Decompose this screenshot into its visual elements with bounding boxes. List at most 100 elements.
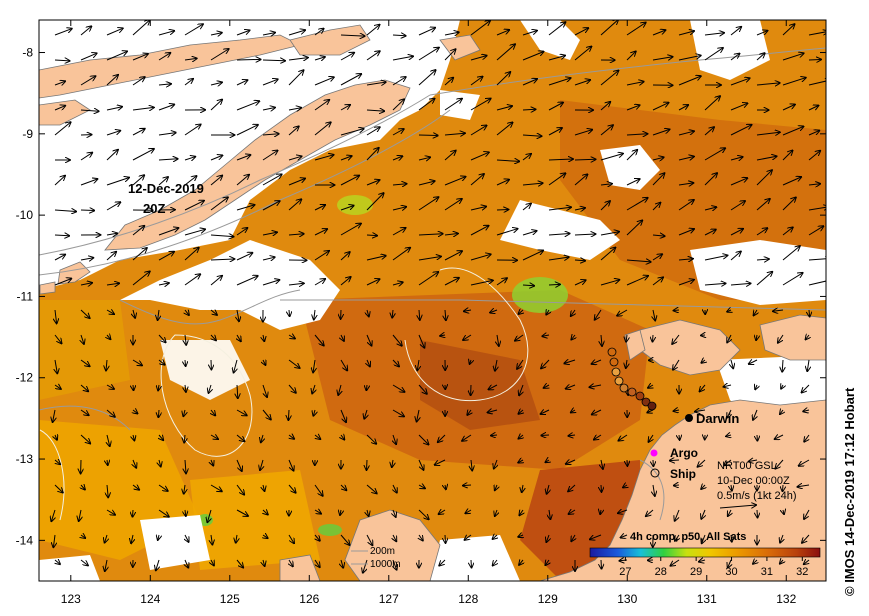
- current-vector: [314, 309, 315, 320]
- lat-tick-label: -8: [22, 46, 33, 60]
- current-vector: [366, 334, 372, 346]
- current-vector: [489, 385, 498, 389]
- current-vector: [670, 460, 680, 461]
- current-vector: [600, 154, 623, 161]
- current-vector: [366, 82, 386, 85]
- lon-tick-label: 131: [697, 592, 717, 606]
- current-vector: [418, 197, 438, 211]
- current-vector: [518, 460, 523, 463]
- current-vector: [132, 226, 144, 236]
- current-vector: [393, 509, 396, 517]
- scale-arrow: [719, 505, 756, 509]
- current-vector: [80, 110, 99, 111]
- current-vector: [778, 334, 784, 343]
- current-vector: [340, 252, 350, 261]
- current-vector: [211, 460, 213, 466]
- current-vector: [366, 484, 377, 493]
- current-vector: [288, 30, 305, 36]
- current-vector: [158, 53, 170, 61]
- current-vector: [54, 334, 62, 343]
- current-vector: [564, 360, 576, 363]
- current-vector: [574, 130, 592, 136]
- current-vector: [571, 410, 575, 412]
- current-vector: [392, 184, 407, 185]
- current-vector: [237, 334, 241, 341]
- current-vector: [804, 509, 810, 519]
- current-vector: [730, 229, 743, 236]
- current-vector: [444, 199, 462, 211]
- current-vector: [418, 181, 435, 186]
- current-vector: [653, 309, 655, 320]
- current-vector: [601, 559, 602, 569]
- current-vector: [674, 310, 680, 311]
- current-vector: [781, 385, 783, 389]
- current-vector: [106, 509, 115, 515]
- current-vector: [470, 21, 490, 36]
- current-vector: [210, 49, 229, 61]
- current-vector: [340, 485, 346, 490]
- current-vector: [288, 234, 304, 235]
- current-vector: [132, 129, 145, 136]
- current-vector: [647, 410, 654, 413]
- current-vector: [289, 559, 293, 566]
- current-vector: [730, 103, 747, 111]
- current-vector: [314, 251, 329, 261]
- current-vector: [314, 122, 331, 136]
- current-vector: [541, 435, 550, 436]
- current-vector: [366, 235, 377, 236]
- current-vector: [366, 193, 384, 211]
- current-vector: [592, 360, 602, 364]
- australia-mainland: [539, 399, 826, 581]
- current-vector: [185, 310, 189, 315]
- current-vector: [106, 252, 116, 261]
- current-vector: [574, 47, 591, 61]
- current-vector: [106, 233, 117, 235]
- current-vector: [571, 309, 575, 316]
- current-vector: [470, 126, 487, 136]
- current-vector: [678, 259, 693, 260]
- current-vector: [673, 359, 680, 370]
- current-vector: [756, 170, 772, 186]
- current-vector: [341, 435, 344, 440]
- current-vector: [730, 252, 741, 261]
- current-vector: [444, 177, 466, 186]
- current-vector: [340, 277, 351, 286]
- current-vector: [184, 229, 205, 236]
- current-vector: [704, 255, 727, 261]
- current-vector: [315, 435, 320, 439]
- current-vector: [601, 334, 602, 346]
- current-vector: [366, 51, 380, 61]
- no-data-region: [430, 535, 520, 581]
- current-vector: [780, 534, 783, 543]
- current-vector: [392, 35, 406, 36]
- current-vector: [574, 260, 585, 261]
- current-vector: [802, 384, 810, 393]
- current-vector: [678, 105, 688, 111]
- current-vector: [756, 228, 767, 236]
- current-vector: [419, 535, 423, 541]
- currents-time: 10-Dec 00:00Z: [717, 475, 790, 487]
- current-vector: [541, 410, 550, 414]
- current-vector: [185, 509, 186, 516]
- current-vector: [262, 384, 267, 397]
- current-vector: [699, 560, 706, 562]
- current-vector: [314, 57, 325, 60]
- current-vector: [626, 23, 646, 36]
- ship-position: [609, 357, 619, 367]
- current-vector: [315, 534, 320, 541]
- current-vector: [106, 28, 123, 36]
- current-vector: [80, 309, 90, 318]
- current-vector: [808, 151, 820, 161]
- current-vector: [730, 201, 745, 211]
- current-vector: [626, 105, 640, 111]
- current-vector: [314, 100, 329, 111]
- argo-marker: [650, 449, 658, 457]
- current-vector: [54, 29, 72, 36]
- current-vector: [548, 159, 573, 160]
- current-vector: [515, 334, 524, 341]
- current-vector: [133, 459, 136, 468]
- sst-cool-patch: [39, 300, 130, 400]
- current-vector: [435, 459, 446, 465]
- current-vector: [392, 129, 404, 136]
- current-vector: [674, 410, 680, 411]
